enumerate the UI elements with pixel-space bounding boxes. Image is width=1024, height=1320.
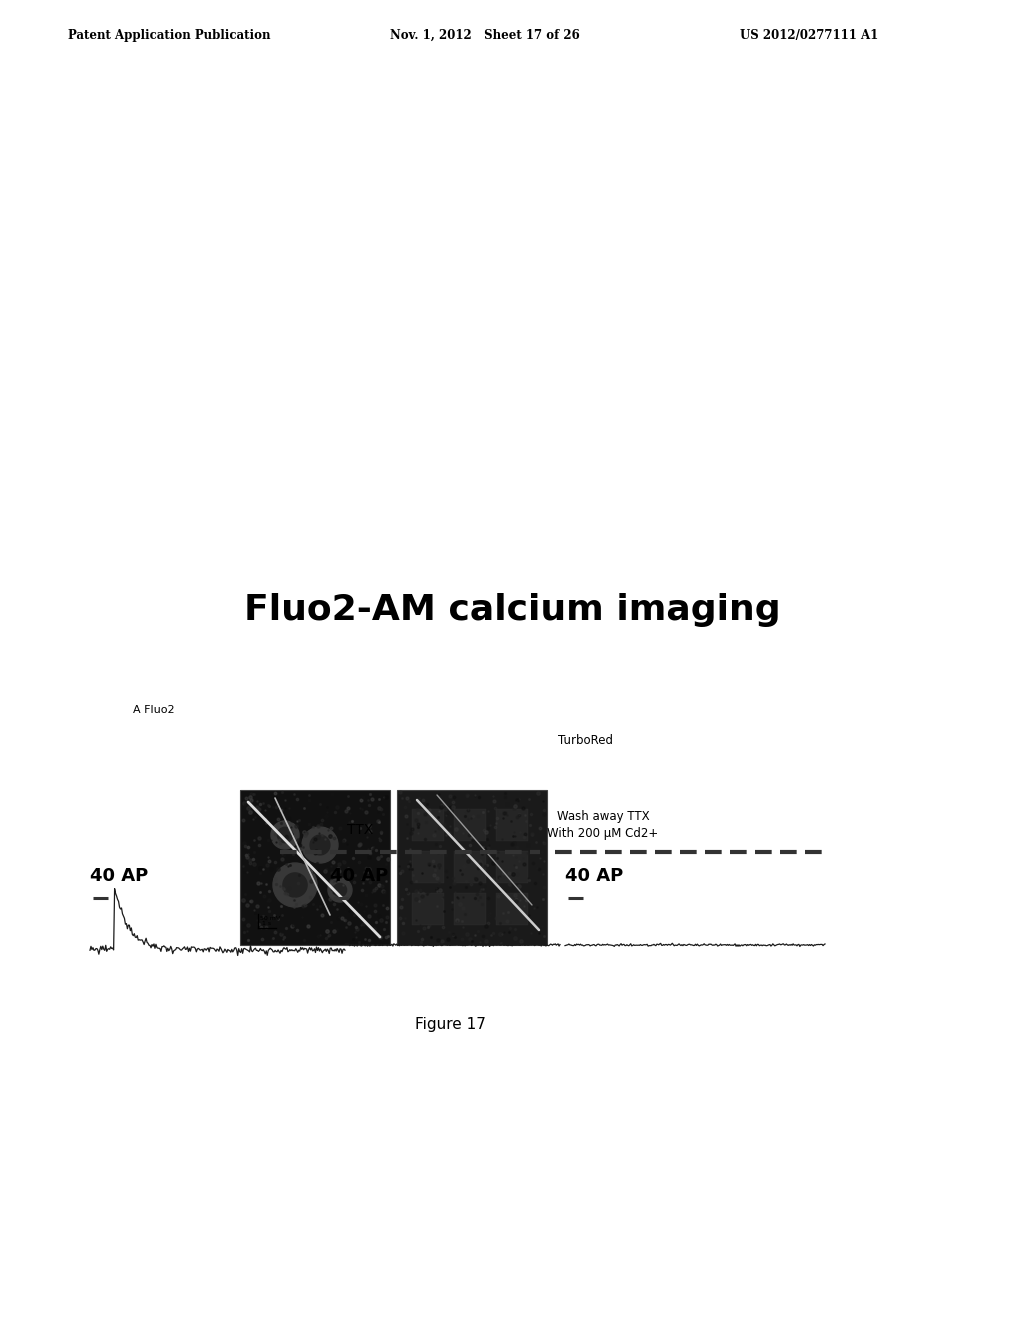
- Bar: [496, 809, 528, 841]
- Circle shape: [310, 836, 330, 855]
- Bar: [412, 809, 444, 841]
- Text: Patent Application Publication: Patent Application Publication: [68, 29, 270, 41]
- Text: 40 AP: 40 AP: [330, 867, 388, 884]
- Text: Figure 17: Figure 17: [415, 1018, 485, 1032]
- Text: Nov. 1, 2012   Sheet 17 of 26: Nov. 1, 2012 Sheet 17 of 26: [390, 29, 580, 41]
- Circle shape: [273, 863, 317, 907]
- Text: 50 mV
 1 s: 50 mV 1 s: [260, 916, 281, 927]
- Circle shape: [334, 883, 346, 896]
- Circle shape: [283, 873, 307, 898]
- Text: TTX: TTX: [347, 822, 373, 837]
- Circle shape: [278, 828, 293, 842]
- Text: US 2012/0277111 A1: US 2012/0277111 A1: [740, 29, 879, 41]
- Text: Wash away TTX
With 200 μM Cd2+: Wash away TTX With 200 μM Cd2+: [548, 810, 658, 840]
- Circle shape: [328, 878, 352, 902]
- Bar: [412, 851, 444, 883]
- Bar: [454, 894, 486, 925]
- Bar: [412, 894, 444, 925]
- Text: A Fluo2: A Fluo2: [133, 705, 175, 715]
- Bar: [496, 851, 528, 883]
- Bar: [496, 894, 528, 925]
- Bar: [454, 851, 486, 883]
- Bar: [454, 809, 486, 841]
- Text: TurboRed: TurboRed: [558, 734, 613, 747]
- Bar: [397, 789, 547, 945]
- Circle shape: [271, 821, 299, 849]
- Circle shape: [302, 828, 338, 863]
- Text: 40 AP: 40 AP: [565, 867, 624, 884]
- Bar: [240, 789, 390, 945]
- Text: Fluo2-AM calcium imaging: Fluo2-AM calcium imaging: [244, 593, 780, 627]
- Text: 40 AP: 40 AP: [90, 867, 148, 884]
